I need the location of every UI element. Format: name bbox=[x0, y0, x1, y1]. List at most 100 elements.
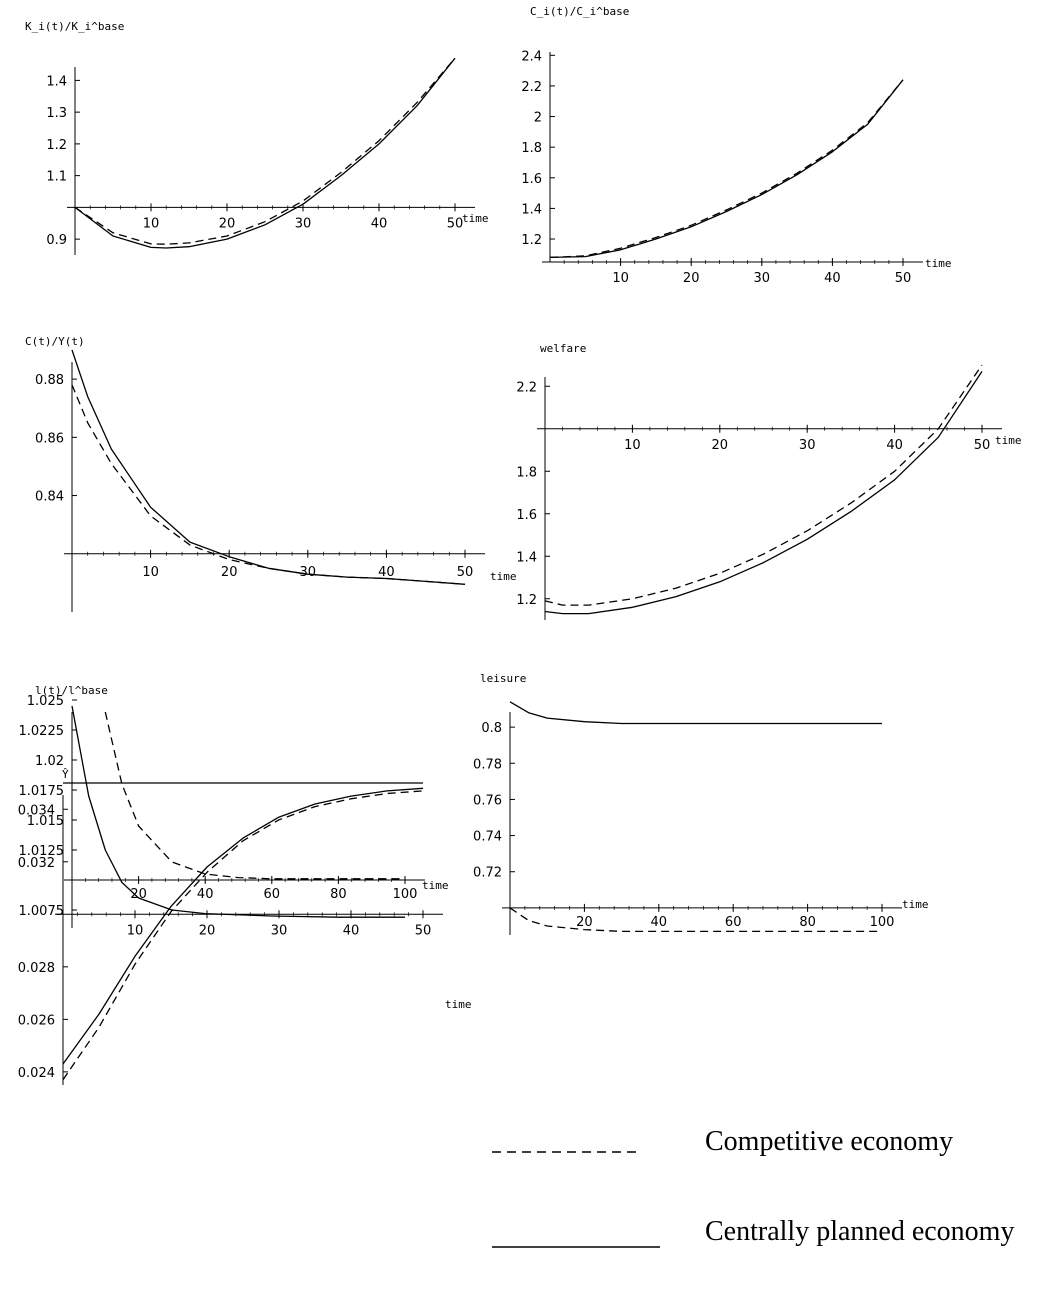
y-axis-label: l(t)/l^base bbox=[35, 684, 108, 697]
x-tick-label: 20 bbox=[576, 915, 593, 930]
y-tick-label: 1.8 bbox=[521, 141, 542, 156]
x-tick-label: 60 bbox=[264, 887, 281, 902]
x-axis-label: time bbox=[462, 212, 489, 225]
y-axis-label: Ŷ bbox=[62, 768, 69, 781]
legend-label-competitive: Competitive economy bbox=[705, 1126, 953, 1157]
y-tick-label: 0.86 bbox=[35, 431, 64, 446]
series-line-competitive bbox=[549, 79, 904, 259]
y-tick-label: 2 bbox=[534, 111, 542, 126]
series-line-planned bbox=[544, 371, 983, 615]
series-line-competitive bbox=[544, 364, 983, 606]
x-tick-label: 60 bbox=[725, 915, 742, 930]
x-tick-label: 10 bbox=[624, 438, 641, 453]
x-tick-label: 50 bbox=[457, 565, 474, 580]
y-axis-label: C(t)/Y(t) bbox=[25, 335, 85, 348]
x-axis-label: time bbox=[902, 898, 929, 911]
y-tick-label: 2.4 bbox=[521, 49, 542, 64]
x-tick-label: 40 bbox=[197, 887, 214, 902]
series-line-competitive bbox=[71, 384, 466, 585]
series-line-competitive bbox=[74, 57, 456, 245]
y-tick-label: 0.76 bbox=[473, 793, 502, 808]
x-tick-label: 20 bbox=[221, 565, 238, 580]
y-tick-label: 1.4 bbox=[46, 74, 67, 89]
x-tick-label: 40 bbox=[371, 216, 388, 231]
y-tick-label: 0.026 bbox=[18, 1013, 55, 1028]
series-line-planned bbox=[71, 349, 466, 585]
y-tick-label: 0.8 bbox=[481, 721, 502, 736]
y-axis-label: C_i(t)/C_i^base bbox=[530, 5, 629, 18]
x-axis-label: time bbox=[422, 879, 449, 892]
x-tick-label: 80 bbox=[799, 915, 816, 930]
x-axis-label: time bbox=[995, 434, 1022, 447]
x-axis-label: time bbox=[490, 570, 517, 583]
y-tick-label: 1.02 bbox=[35, 754, 64, 769]
x-tick-label: 20 bbox=[712, 438, 729, 453]
series-line-competitive bbox=[509, 907, 882, 933]
x-tick-label: 50 bbox=[895, 271, 912, 286]
x-tick-label: 30 bbox=[295, 216, 312, 231]
x-tick-label: 40 bbox=[651, 915, 668, 930]
y-tick-label: 2.2 bbox=[521, 80, 542, 95]
y-tick-label: 1.8 bbox=[516, 465, 537, 480]
y-tick-label: 0.028 bbox=[18, 961, 55, 976]
x-tick-label: 40 bbox=[378, 565, 395, 580]
x-tick-label: 100 bbox=[870, 915, 895, 930]
x-tick-label: 10 bbox=[127, 923, 144, 938]
x-tick-label: 30 bbox=[271, 923, 288, 938]
y-axis-label: leisure bbox=[480, 672, 526, 685]
x-tick-label: 50 bbox=[974, 438, 991, 453]
y-tick-label: 1.0075 bbox=[19, 904, 65, 919]
chart-consumption-output: 0.84 0.86 0.88 10 20 30 40 50 C(t)/Y(t) time bbox=[25, 335, 517, 612]
y-tick-label: 0.78 bbox=[473, 757, 502, 772]
chart-capital-ratio: 0.9 1.1 1.2 1.3 1.4 10 20 30 40 50 K_i(t)/K_i^base… bbox=[25, 20, 489, 255]
y-axis-label: welfare bbox=[540, 342, 586, 355]
y-tick-label: 1.6 bbox=[516, 508, 537, 523]
series-line-competitive bbox=[62, 790, 424, 1081]
y-tick-label: 0.72 bbox=[473, 866, 502, 881]
y-tick-label: 0.74 bbox=[473, 830, 502, 845]
y-tick-label: 1.2 bbox=[46, 138, 67, 153]
x-tick-label: 40 bbox=[886, 438, 903, 453]
x-tick-label: 10 bbox=[142, 565, 159, 580]
y-tick-label: 2.2 bbox=[516, 380, 537, 395]
x-tick-label: 80 bbox=[330, 887, 347, 902]
x-tick-label: 20 bbox=[199, 923, 216, 938]
y-tick-label: 0.88 bbox=[35, 373, 64, 388]
y-tick-label: 0.032 bbox=[18, 856, 55, 871]
y-tick-label: 1.1 bbox=[46, 170, 67, 185]
legend-label-planned: Centrally planned economy bbox=[705, 1216, 1014, 1247]
x-axis-label: time bbox=[445, 998, 472, 1011]
y-tick-label: 1.4 bbox=[516, 550, 537, 565]
x-tick-label: 40 bbox=[343, 923, 360, 938]
x-tick-label: 20 bbox=[130, 887, 147, 902]
y-tick-label: 1.2 bbox=[521, 233, 542, 248]
y-tick-label: 0.024 bbox=[18, 1066, 55, 1081]
y-tick-label: 0.9 bbox=[46, 233, 67, 248]
y-tick-label: 1.0225 bbox=[19, 724, 65, 739]
x-tick-label: 30 bbox=[799, 438, 816, 453]
legend: Competitive economy Centrally planned ec… bbox=[492, 1126, 1014, 1248]
x-axis-label: time bbox=[925, 257, 952, 270]
chart-consumption-ratio: 1.2 1.4 1.6 1.8 2 2.2 2.4 10 20 30 40 50 C_i(t)/C_i^… bbox=[521, 5, 951, 286]
chart-welfare: 1.2 1.4 1.6 1.8 2.2 10 20 30 40 50 welfare time bbox=[516, 342, 1022, 620]
y-tick-label: 1.6 bbox=[521, 172, 542, 187]
series-line-planned bbox=[549, 79, 904, 259]
y-tick-label: 1.3 bbox=[46, 106, 67, 121]
series-line-planned bbox=[71, 705, 405, 918]
x-tick-label: 10 bbox=[612, 271, 629, 286]
x-tick-label: 20 bbox=[219, 216, 236, 231]
y-tick-label: 1.2 bbox=[516, 593, 537, 608]
x-tick-label: 100 bbox=[393, 887, 418, 902]
y-tick-label: 1.025 bbox=[27, 694, 64, 709]
x-tick-label: 50 bbox=[415, 923, 432, 938]
x-tick-label: 20 bbox=[683, 271, 700, 286]
x-tick-label: 10 bbox=[143, 216, 160, 231]
y-tick-label: 1.4 bbox=[521, 202, 542, 217]
series-line-planned bbox=[74, 57, 456, 249]
x-tick-label: 40 bbox=[824, 271, 841, 286]
x-tick-label: 30 bbox=[300, 565, 317, 580]
x-tick-label: 50 bbox=[447, 216, 464, 231]
x-tick-label: 30 bbox=[754, 271, 771, 286]
